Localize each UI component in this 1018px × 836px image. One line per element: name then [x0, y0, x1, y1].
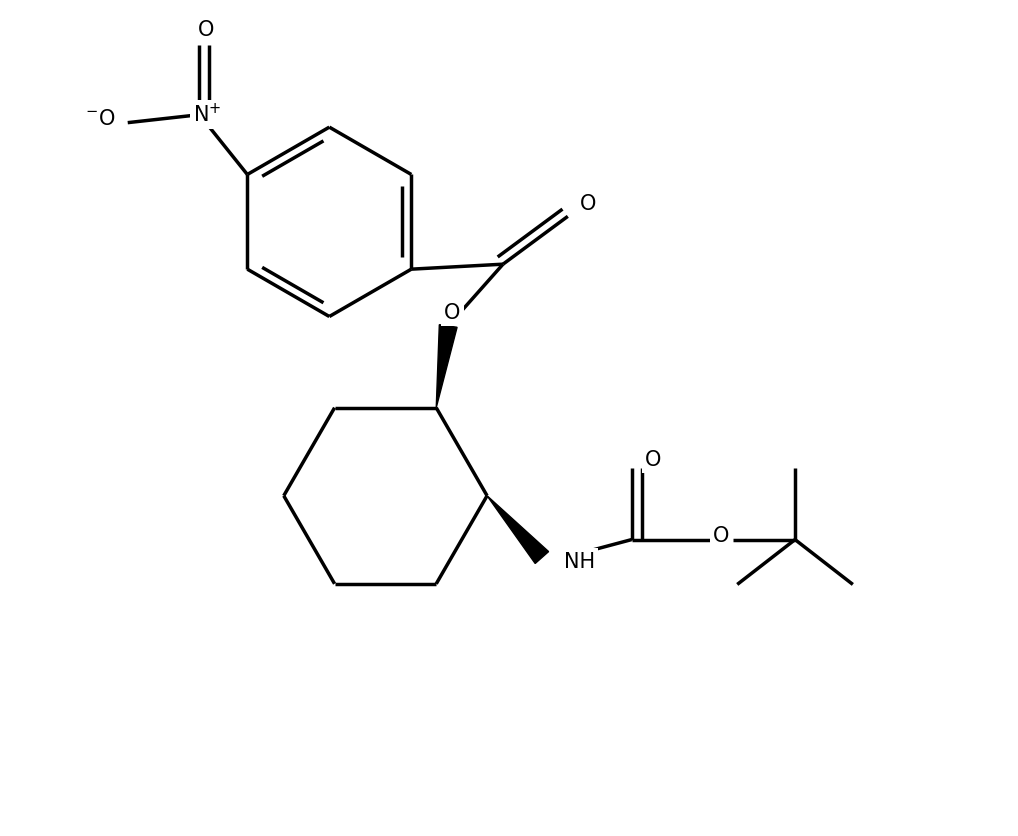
Text: $^{-}$O: $^{-}$O: [84, 109, 115, 129]
Text: N$^{+}$: N$^{+}$: [193, 103, 222, 126]
Text: O: O: [579, 195, 596, 214]
Text: NH: NH: [564, 552, 595, 572]
Text: O: O: [713, 526, 730, 546]
Polygon shape: [437, 324, 457, 408]
Text: O: O: [444, 303, 460, 323]
Text: O: O: [645, 450, 662, 470]
Polygon shape: [487, 496, 549, 563]
Text: O: O: [199, 20, 215, 40]
